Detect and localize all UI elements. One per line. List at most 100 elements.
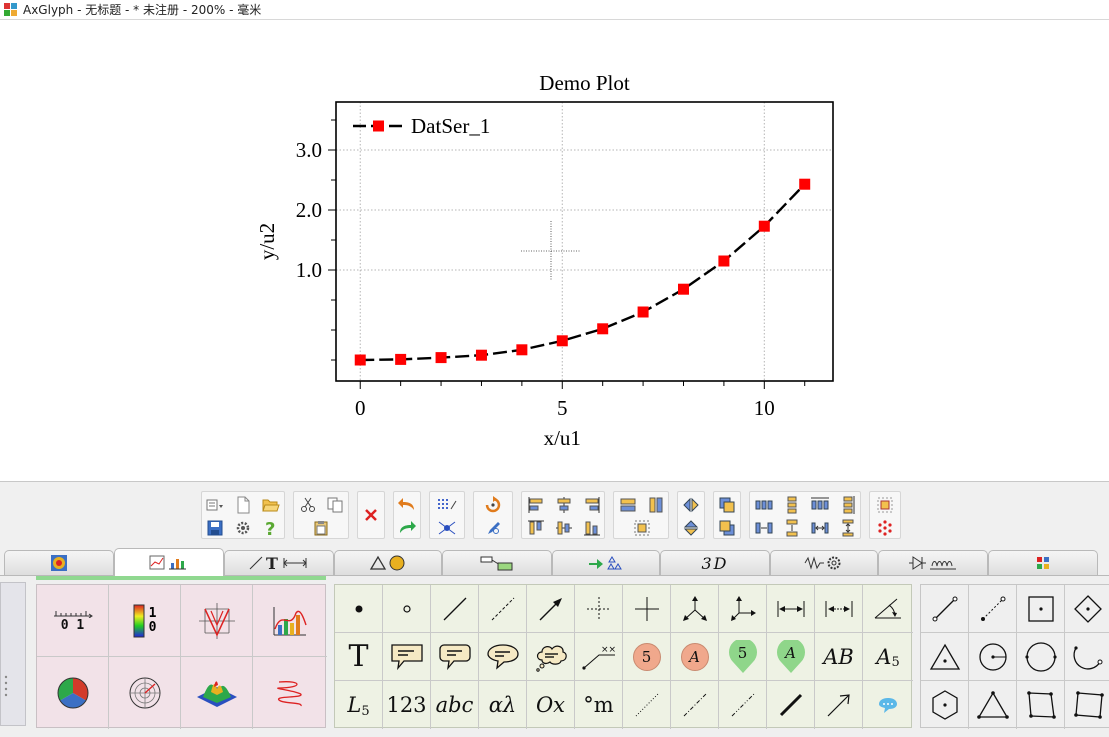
delete-button[interactable] [360,504,382,526]
tab-mechanics[interactable] [770,550,878,575]
open-file-button[interactable] [260,494,282,516]
tab-circuit[interactable] [878,550,988,575]
new-file-button[interactable] [232,494,254,516]
points-button[interactable] [874,517,896,539]
align-bottom-button[interactable] [581,517,603,539]
area-chart-tool[interactable] [253,585,327,657]
dimension-tool[interactable] [767,585,815,633]
help-button[interactable]: ? [260,517,282,539]
save-button[interactable] [204,517,226,539]
arrow-tool[interactable] [527,585,575,633]
dashed-line-tool[interactable] [479,585,527,633]
circle-point-tool[interactable] [383,585,431,633]
align-center-button[interactable] [553,494,575,516]
tab-more[interactable] [988,550,1098,575]
letter-badge-tool[interactable]: A [671,633,719,681]
circle-diameter-tool[interactable] [1017,633,1065,681]
surface-3d-tool[interactable] [181,657,253,729]
square-tool[interactable] [1017,585,1065,633]
tab-shapes[interactable] [334,550,442,575]
circle-tool[interactable] [969,633,1017,681]
callout-rect-tool[interactable] [383,633,431,681]
demo-plot[interactable]: 0 5 10 1.0 2.0 3.0 Demo Plot x/u1 y/u2 DatSer_1 [0,21,1109,481]
letter-pin-tool[interactable]: A [767,633,815,681]
copy-button[interactable] [324,494,346,516]
number-badge-tool[interactable]: 5 [623,633,671,681]
gap-v-button[interactable] [781,517,803,539]
flip-vertical-button[interactable] [680,517,702,539]
triangle-tool[interactable] [921,633,969,681]
side-strip[interactable] [0,582,26,726]
dotted-line-tool[interactable] [623,681,671,729]
drawing-canvas[interactable]: 0 5 10 1.0 2.0 3.0 Demo Plot x/u1 y/u2 DatSer_1 [0,21,1109,481]
segment-tool[interactable] [921,585,969,633]
dash-dot-line-tool[interactable] [671,681,719,729]
dash-dot-dot-line-tool[interactable] [719,681,767,729]
space-v-button[interactable] [837,494,859,516]
paste-button[interactable] [310,517,332,539]
tri-axis-tool[interactable] [671,585,719,633]
same-width-button[interactable] [617,494,639,516]
tab-3d[interactable]: 3D [660,550,770,575]
gap-h-button[interactable] [753,517,775,539]
cut-button[interactable] [297,494,319,516]
crosshair-tool[interactable] [623,585,671,633]
open-arrow-tool[interactable] [815,681,863,729]
leader-label-tool[interactable]: ×× [575,633,623,681]
space-h-button[interactable] [809,494,831,516]
align-left-button[interactable] [525,494,547,516]
point-triangle-tool[interactable] [969,681,1017,729]
line-tool[interactable] [431,585,479,633]
callout-cloud-tool[interactable] [527,633,575,681]
tab-flowchart[interactable] [442,550,552,575]
distribute-h-button[interactable] [753,494,775,516]
tab-chart[interactable] [114,548,224,576]
settings-button[interactable] [232,517,254,539]
colorbar-tool[interactable]: 1 0 [109,585,181,657]
align-middle-button[interactable] [553,517,575,539]
italic-text-tool[interactable]: abc [431,681,479,729]
tab-color-map[interactable] [4,550,114,575]
same-size-button[interactable] [631,517,653,539]
diamond-tool[interactable] [1065,585,1109,633]
equal-gap-v-button[interactable] [837,517,859,539]
ab-label-tool[interactable]: AB [815,633,863,681]
math-text-tool[interactable]: Ox [527,681,575,729]
comment-tool[interactable] [863,681,913,729]
dimension-outer-tool[interactable] [815,585,863,633]
polar-grid-tool[interactable] [181,585,253,657]
flip-horizontal-button[interactable] [680,494,702,516]
redo-button[interactable] [396,517,418,539]
pie-chart-tool[interactable] [37,657,109,729]
helix-3d-tool[interactable] [253,657,327,729]
callout-round-tool[interactable] [431,633,479,681]
dashed-segment-tool[interactable] [969,585,1017,633]
distribute-v-button[interactable] [781,494,803,516]
bring-front-button[interactable] [716,494,738,516]
undo-button[interactable] [396,494,418,516]
crosshair-dashed-tool[interactable] [575,585,623,633]
hexagon-tool[interactable] [921,681,969,729]
same-height-button[interactable] [645,494,667,516]
rotate-button[interactable] [482,494,504,516]
greek-text-tool[interactable]: αλ [479,681,527,729]
align-right-button[interactable] [581,494,603,516]
flip-button[interactable] [482,517,504,539]
unit-text-tool[interactable]: °m [575,681,623,729]
tab-chemistry[interactable] [552,550,660,575]
callout-oval-tool[interactable] [479,633,527,681]
polygon-tool[interactable] [1065,681,1109,729]
axis-scale-tool[interactable]: 0 1 [37,585,109,657]
arc-tool[interactable] [1065,633,1109,681]
polar-plot-tool[interactable] [109,657,181,729]
select-all-button[interactable] [874,494,896,516]
align-top-button[interactable] [525,517,547,539]
number-text-tool[interactable]: 123 [383,681,431,729]
grid-button[interactable] [436,494,458,516]
new-menu-button[interactable] [204,494,226,516]
send-back-button[interactable] [716,517,738,539]
thick-line-tool[interactable] [767,681,815,729]
snap-button[interactable] [436,517,458,539]
